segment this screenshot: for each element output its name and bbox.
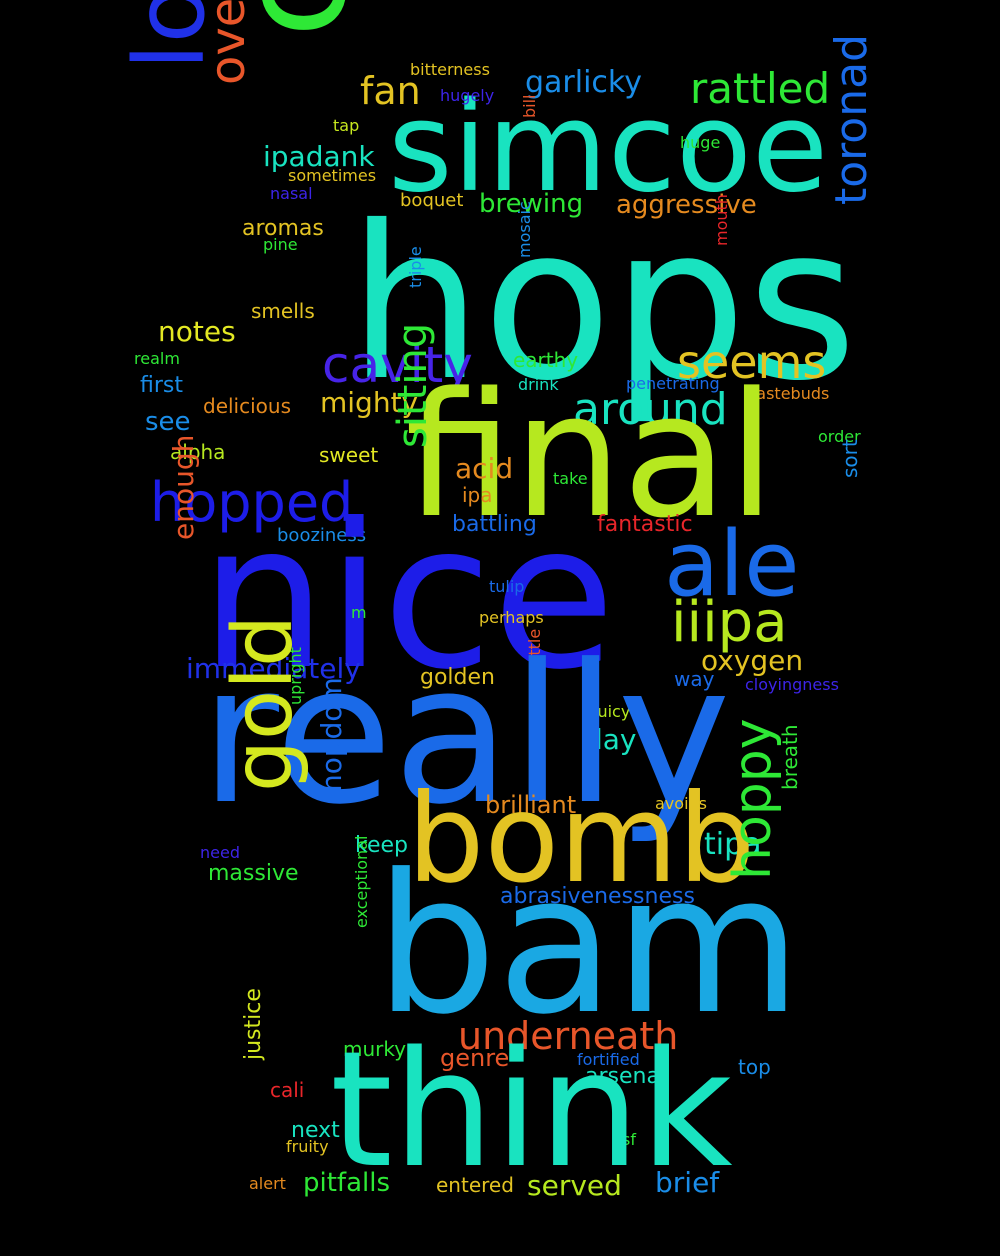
cloud-word: ipa — [462, 483, 493, 507]
cloud-word: rattled — [690, 64, 831, 113]
cloud-word: next — [291, 1118, 340, 1143]
cloud-word: ale — [664, 512, 800, 617]
cloud-word: realm — [134, 349, 180, 368]
cloud-word: breath — [778, 724, 802, 790]
cloud-word: really — [200, 624, 731, 847]
cloud-word: brilliant — [485, 791, 577, 819]
cloud-word: enough — [167, 434, 200, 540]
cloud-word: nice — [200, 481, 616, 714]
cloud-word: pitfalls — [303, 1168, 391, 1198]
cloud-word: sf — [622, 1130, 636, 1149]
cloud-word: genre — [440, 1044, 510, 1072]
cloud-word: justice — [241, 988, 266, 1060]
cloud-word: fan — [360, 69, 421, 113]
cloud-word: hopdom — [315, 677, 348, 792]
cloud-word: arsenal — [585, 1064, 667, 1089]
cloud-word: alert — [249, 1174, 286, 1193]
cloud-word: cali — [270, 1078, 305, 1102]
cloud-word: tastebuds — [750, 384, 830, 403]
cloud-word: immediately — [186, 652, 361, 685]
cloud-word: mouth — [712, 194, 731, 246]
cloud-word: cloyingness — [745, 675, 839, 694]
cloud-word: order — [818, 427, 861, 446]
cloud-word: iiipa — [671, 590, 788, 655]
cloud-word: take — [553, 469, 588, 488]
cloud-word: toronad — [826, 34, 877, 205]
cloud-word: alpha — [170, 440, 226, 464]
cloud-word: abrasivenessness — [500, 884, 695, 909]
cloud-word: booziness — [277, 525, 367, 546]
cloud-word: mighty — [320, 386, 419, 419]
cloud-word: boquet — [400, 190, 464, 211]
cloud-word: acid — [455, 452, 514, 485]
cloud-word: bill — [520, 94, 539, 119]
cloud-word: aggressive — [616, 190, 757, 220]
cloud-word: sometimes — [288, 166, 377, 185]
cloud-word: garlicky — [525, 65, 642, 100]
cloud-word: aromas — [242, 216, 324, 241]
cloud-word: underneath — [458, 1014, 679, 1058]
cloud-word: bam — [375, 834, 802, 1057]
cloud-word: entered — [436, 1173, 514, 1197]
cloud-word: sort — [838, 439, 862, 478]
cloud-word: tap — [333, 116, 360, 135]
cloud-word: mosaic — [515, 201, 534, 258]
cloud-word: tulip — [489, 577, 525, 596]
cloud-word: fantastic — [597, 512, 693, 537]
cloud-word: huge — [680, 133, 721, 152]
cloud-word: see — [145, 407, 191, 437]
cloud-word: massive — [208, 861, 299, 886]
cloud-word: murky — [343, 1037, 407, 1061]
cloud-word: m — [351, 603, 367, 622]
cloud-word: hopped — [150, 471, 354, 534]
cloud-word: bitterness — [410, 60, 490, 79]
cloud-word: drink — [518, 375, 559, 394]
cloud-word: think — [330, 1016, 733, 1203]
cloud-word: hugely — [440, 86, 495, 105]
cloud-word: sitting — [390, 322, 436, 448]
cloud-word: need — [200, 843, 240, 862]
cloud-word: golden — [420, 665, 495, 690]
cloud-word: gold — [216, 614, 311, 792]
cloud-word: brief — [655, 1166, 720, 1199]
cloud-word: overall — [200, 0, 256, 85]
cloud-word: perhaps — [479, 608, 544, 627]
cloud-word: brewing — [479, 189, 584, 219]
cloud-word: oxygen — [701, 644, 804, 677]
cloud-word: top — [738, 1055, 771, 1079]
cloud-word: delicious — [203, 394, 291, 418]
cloud-word: ipadank — [263, 140, 375, 173]
cloud-word: day — [585, 723, 637, 756]
cloud-word: exceptional — [352, 835, 371, 928]
cloud-word: penetrating — [626, 374, 720, 393]
cloud-word: pine — [263, 235, 298, 254]
cloud-word: final — [405, 355, 776, 556]
cloud-word: cavity — [322, 336, 473, 394]
cloud-word: keep — [355, 833, 408, 858]
cloud-word: sweet — [319, 443, 379, 467]
cloud-word: avoids — [655, 794, 707, 813]
cloud-word: bomb — [407, 768, 756, 910]
cloud-word: fruity — [286, 1137, 329, 1156]
cloud-word: notes — [158, 315, 236, 348]
cloud-word: tipa — [704, 827, 762, 862]
cloud-word: served — [527, 1169, 622, 1202]
cloud-word: juicy — [593, 702, 631, 721]
cloud-word: fortified — [577, 1050, 640, 1069]
cloud-word: simcoe — [388, 76, 829, 220]
cloud-word: first — [140, 373, 183, 398]
cloud-word: hops — [348, 180, 858, 427]
cloud-word: earthy — [513, 348, 579, 372]
cloud-word: triple — [406, 246, 425, 288]
cloud-word: nasal — [270, 184, 313, 203]
cloud-word: smells — [251, 299, 315, 323]
cloud-word: around — [573, 384, 728, 435]
cloud-word: way — [674, 667, 715, 691]
cloud-word: battling — [452, 512, 537, 537]
cloud-word: seems — [677, 335, 827, 389]
